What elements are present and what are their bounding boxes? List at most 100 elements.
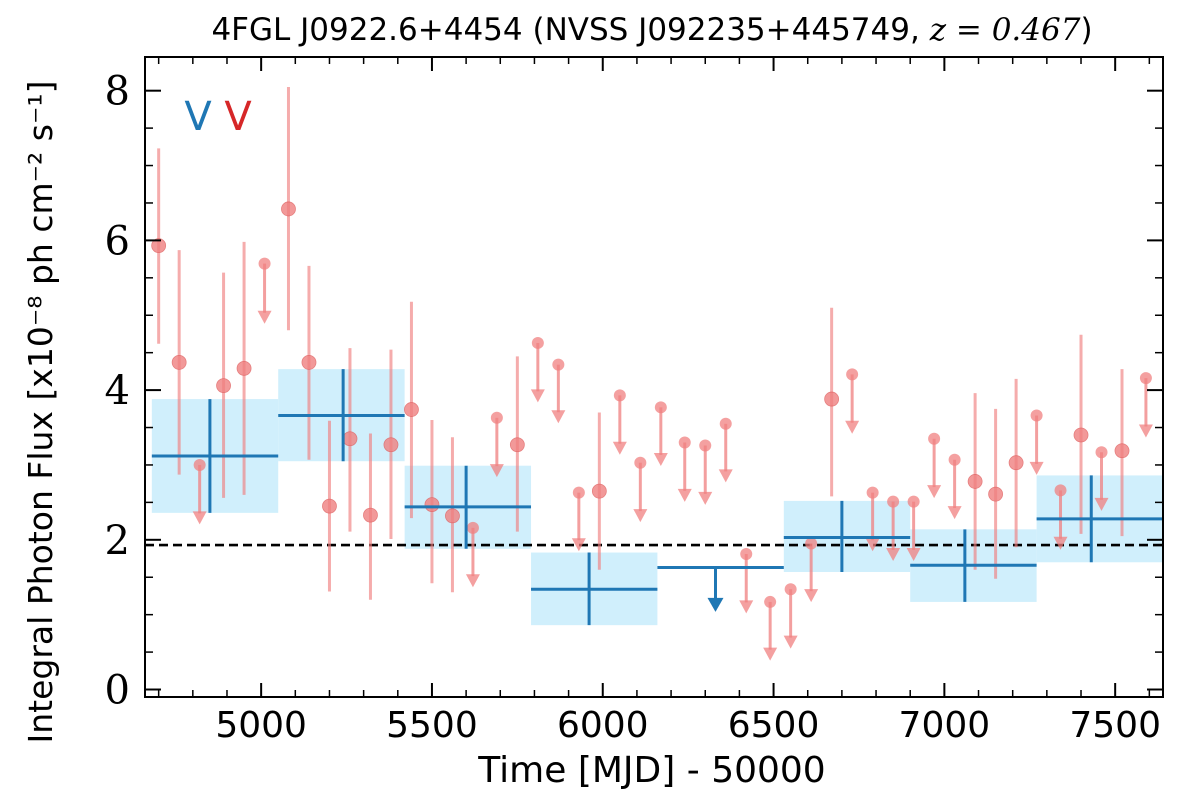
short-bin-point: [236, 241, 252, 495]
upper-limit-marker: [1095, 446, 1108, 459]
short-bin-point: [886, 495, 901, 562]
flux-marker: [216, 378, 231, 394]
short-bin-point: [171, 250, 187, 475]
short-bin-point: [1094, 446, 1109, 511]
plot-frame: [144, 56, 1164, 698]
flux-marker: [404, 402, 419, 417]
short-bin-point: [301, 265, 317, 460]
upper-limit-arrow-head: [718, 469, 733, 483]
upper-limit-marker: [740, 548, 753, 561]
upper-limit-arrow-head: [783, 635, 798, 649]
upper-limit-arrow-head: [804, 589, 819, 603]
flux-marker: [342, 431, 358, 447]
short-bin-point: [509, 356, 525, 532]
short-bin-point: [1138, 372, 1153, 438]
flux-marker: [171, 355, 187, 370]
short-bin-point: [1008, 378, 1024, 548]
long-bin-point: [783, 500, 911, 572]
y-tick-label: 0: [105, 668, 130, 714]
short-bin-point: [1029, 409, 1044, 475]
upper-limit-marker: [699, 439, 712, 452]
y-axis-label: Integral Photon Flux [x10⁻⁸ ph cm⁻² s⁻¹]: [21, 81, 60, 744]
y-tick-label: 2: [105, 518, 130, 564]
x-tick-label: 6500: [728, 705, 820, 746]
short-bin-point: [633, 456, 648, 523]
upper-limit-marker: [866, 486, 879, 499]
upper-limit-marker: [552, 358, 565, 371]
long-bin-point: [151, 399, 279, 513]
flux-marker: [236, 360, 252, 376]
upper-limit-arrow-head: [465, 574, 480, 588]
upper-limit-marker: [531, 336, 544, 349]
short-bin-point: [653, 401, 668, 466]
upper-limit-marker: [1139, 372, 1152, 385]
short-bin-point: [1053, 484, 1068, 550]
short-bin-point: [281, 86, 296, 331]
long-bin-point: [910, 529, 1037, 602]
short-bin-point: [445, 437, 460, 593]
upper-limit-arrow-head: [707, 597, 724, 612]
short-bin-point: [824, 307, 840, 497]
short-bin-point: [489, 411, 504, 478]
flux-marker: [445, 508, 460, 524]
title-redshift: z = 0.467: [929, 12, 1081, 48]
short-bin-point: [363, 433, 378, 600]
short-bin-point: [1114, 369, 1130, 537]
short-bin-point: [612, 389, 627, 455]
x-tick-label: 7000: [899, 705, 991, 746]
upper-limit-arrow-head: [551, 410, 566, 424]
upper-limit-arrow-head: [763, 647, 778, 661]
short-bin-point: [845, 368, 860, 434]
short-bin-point: [906, 495, 921, 562]
short-bin-point: [591, 412, 607, 570]
short-bin-point: [783, 583, 798, 649]
upper-limit-marker: [1030, 409, 1043, 422]
upper-limit-arrow-head: [489, 464, 504, 478]
short-bin-point: [404, 301, 419, 519]
upper-limit-marker: [846, 368, 859, 381]
upper-limit-marker: [928, 432, 941, 445]
short-bin-point: [465, 521, 480, 588]
upper-limit-marker: [193, 458, 206, 471]
upper-limit-marker: [805, 537, 818, 550]
short-bin-point: [677, 436, 692, 502]
flux-marker: [591, 483, 607, 499]
short-bin-point: [322, 420, 337, 592]
x-tick-label: 6000: [557, 705, 649, 746]
title-suffix: ): [1080, 12, 1092, 48]
upper-limit-arrow-head: [571, 538, 586, 552]
upper-limit-arrow-head: [192, 511, 207, 525]
flux-marker: [322, 498, 337, 514]
upper-limit-arrow-head: [1138, 424, 1153, 438]
x-tick-label: 5500: [386, 705, 478, 746]
upper-limit-arrow-head: [1053, 536, 1068, 550]
y-tick-label: 4: [105, 368, 130, 414]
flux-marker: [1008, 455, 1024, 471]
upper-limit-arrow-head: [1094, 497, 1109, 511]
upper-limit-marker: [258, 257, 271, 270]
flux-marker: [363, 507, 378, 523]
long-bin-point: [404, 465, 532, 549]
short-bin-point: [151, 148, 167, 344]
upper-limit-arrow-head: [906, 548, 921, 562]
flux-marker: [824, 391, 840, 407]
flare-marker-label: V: [184, 94, 212, 140]
upper-limit-arrow-head: [886, 548, 901, 562]
short-bin-point: [571, 486, 586, 552]
short-bin-point: [967, 393, 983, 570]
flux-marker: [967, 474, 983, 489]
upper-limit-marker: [1054, 484, 1067, 497]
short-bin-point: [342, 348, 358, 532]
upper-limit-arrow-head: [947, 506, 962, 520]
flux-marker: [301, 355, 317, 370]
short-bin-point: [739, 548, 754, 614]
x-tick-label: 7500: [1069, 705, 1161, 746]
plot-area: 5000 5500 6000 6500 7000 7500 0 2 4 6 8 V V: [105, 56, 1164, 746]
flux-marker: [151, 238, 167, 254]
short-bin-point: [1073, 334, 1089, 534]
short-bin-point: [257, 257, 272, 324]
flux-marker: [424, 497, 440, 513]
upper-limit-arrow-head: [865, 538, 880, 552]
upper-limit-marker: [887, 495, 900, 508]
